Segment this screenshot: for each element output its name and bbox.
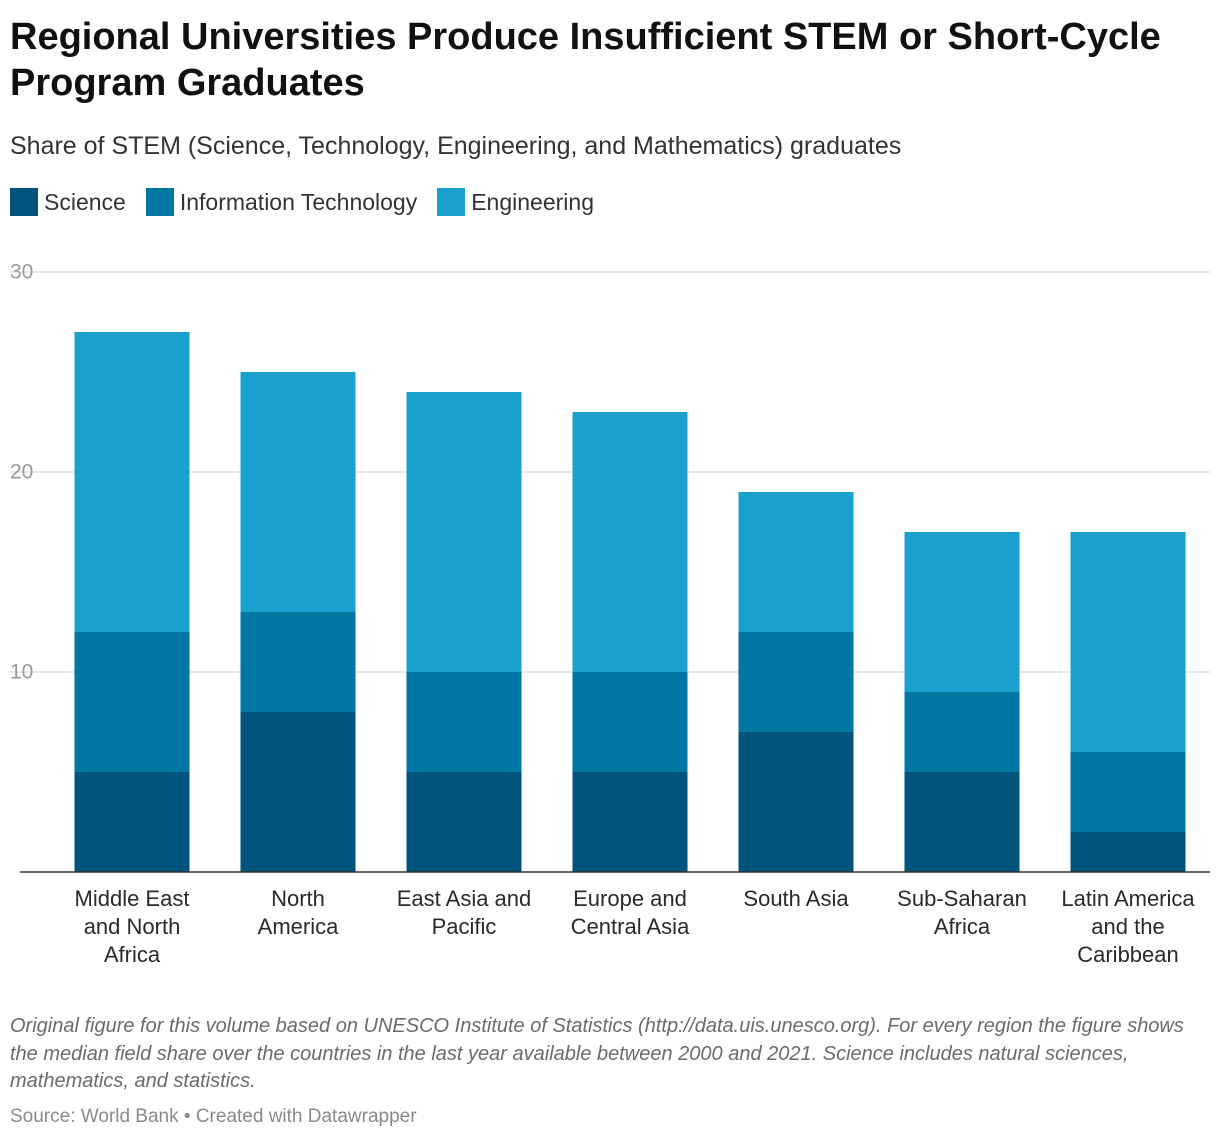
x-category-label-line: Caribbean: [1077, 942, 1179, 967]
chart-title: Regional Universities Produce Insufficie…: [10, 16, 1161, 104]
legend-item-information-technology: Information Technology: [145, 188, 418, 216]
bar-science-4: [738, 732, 854, 872]
x-category-label-line: and North: [84, 914, 181, 939]
legend-swatch-information-technology: [145, 188, 174, 216]
x-category-label-5: Sub-Saharan Africa: [897, 886, 1027, 939]
x-category-label-line: Africa: [934, 914, 991, 939]
legend-item-science: Science: [10, 188, 126, 216]
bar-engineering-3: [572, 412, 688, 672]
bar-science-0: [74, 772, 190, 872]
x-category-label-6: Latin America and the Caribbean: [1061, 886, 1195, 967]
bar-information-technology-1: [240, 612, 356, 712]
bar-information-technology-0: [74, 632, 190, 772]
y-tick-label-30: 30: [10, 261, 33, 284]
legend-item-engineering: Engineering: [437, 188, 594, 216]
bar-science-2: [406, 772, 522, 872]
x-category-label-line: Sub-Saharan: [897, 886, 1027, 911]
stacked-bar-chart: 10 20 30 Middle East and North Africa North Ame…: [10, 261, 1210, 967]
bar-engineering-1: [240, 372, 356, 612]
x-category-label-line: Africa: [104, 942, 161, 967]
bar-information-technology-4: [738, 632, 854, 732]
x-category-label-line: South Asia: [743, 886, 849, 911]
x-category-label-4: South Asia: [743, 886, 849, 911]
x-category-label-line: and the: [1091, 914, 1164, 939]
bar-information-technology-6: [1070, 752, 1186, 832]
legend-label-engineering: Engineering: [471, 188, 594, 215]
y-tick-label-20: 20: [10, 461, 33, 484]
legend-swatch-science: [10, 188, 38, 216]
chart-footer: Source: World Bank • Created with Datawr…: [10, 1106, 417, 1127]
x-category-label-line: America: [258, 914, 339, 939]
x-category-label-0: Middle East and North Africa: [75, 886, 190, 967]
x-category-label-2: East Asia and Pacific: [397, 886, 532, 939]
x-category-label-line: North: [271, 886, 325, 911]
x-category-label-3: Europe and Central Asia: [571, 886, 690, 939]
legend: Science Information Technology Engineeri…: [10, 186, 614, 218]
legend-swatch-engineering: [437, 188, 466, 216]
x-category-label-line: Central Asia: [571, 914, 690, 939]
bar-science-5: [904, 772, 1020, 872]
legend-label-information-technology: Information Technology: [179, 188, 418, 215]
bar-information-technology-2: [406, 672, 522, 772]
y-tick-label-10: 10: [10, 661, 33, 684]
legend-label-science: Science: [44, 188, 126, 215]
bar-information-technology-3: [572, 672, 688, 772]
bar-engineering-5: [904, 532, 1020, 692]
chart-notes: Original figure for this volume based on…: [10, 1015, 1184, 1092]
bar-engineering-6: [1070, 532, 1186, 752]
bar-science-6: [1070, 832, 1186, 872]
chart-subtitle: Share of STEM (Science, Technology, Engi…: [10, 132, 902, 160]
bar-information-technology-5: [904, 692, 1020, 772]
bar-science-3: [572, 772, 688, 872]
x-category-label-1: North America: [258, 886, 339, 939]
bar-science-1: [240, 712, 356, 872]
x-category-label-line: Europe and: [573, 886, 687, 911]
bar-engineering-2: [406, 392, 522, 672]
bar-engineering-0: [74, 332, 190, 632]
x-category-label-line: East Asia and: [397, 886, 532, 911]
bar-engineering-4: [738, 492, 854, 632]
x-category-label-line: Pacific: [432, 914, 497, 939]
x-category-label-line: Middle East: [75, 886, 190, 911]
x-category-label-line: Latin America: [1061, 886, 1195, 911]
